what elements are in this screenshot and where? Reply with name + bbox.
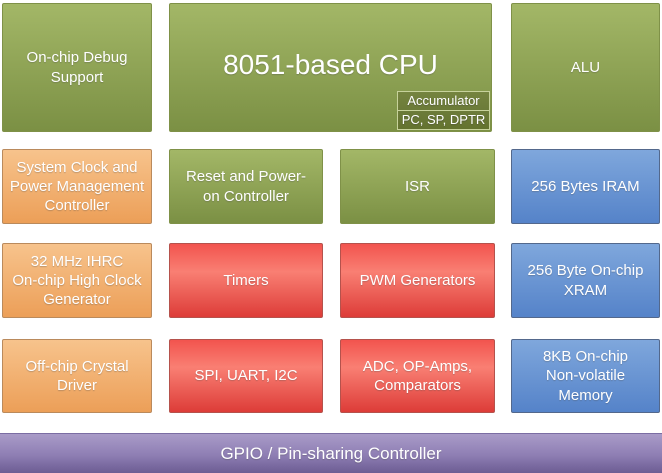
block-label: PWM Generators xyxy=(359,271,476,289)
block-reset-power-on-controller: Reset and Power- on Controller xyxy=(169,149,323,224)
block-system-clock-power-management: System Clock and Power Management Contro… xyxy=(2,149,152,224)
block-adc-opamps-comparators: ADC, OP-Amps, Comparators xyxy=(340,339,495,413)
block-label: System Clock and Power Management Contro… xyxy=(9,158,145,215)
block-pwm-generators: PWM Generators xyxy=(340,243,495,318)
block-isr: ISR xyxy=(340,149,495,224)
block-alu: ALU xyxy=(511,3,660,132)
accumulator-label: Accumulator xyxy=(398,92,489,110)
block-label: ALU xyxy=(570,58,601,76)
block-8051-cpu: 8051-based CPU Accumulator PC, SP, DPTR xyxy=(169,3,492,132)
block-spi-uart-i2c: SPI, UART, I2C xyxy=(169,339,323,413)
block-label: 32 MHz IHRC On-chip High Clock Generator xyxy=(12,252,142,309)
block-label: 256 Bytes IRAM xyxy=(531,177,640,195)
block-label: 8051-based CPU xyxy=(223,48,438,80)
block-label: 8KB On-chip Non-volatile Memory xyxy=(542,348,629,404)
block-ihrc-clock-generator: 32 MHz IHRC On-chip High Clock Generator xyxy=(2,243,152,318)
block-label: Off-chip Crystal Driver xyxy=(25,357,129,394)
block-off-chip-crystal-driver: Off-chip Crystal Driver xyxy=(2,339,152,413)
block-label: Reset and Power- on Controller xyxy=(185,168,307,205)
block-accumulator-registers: Accumulator PC, SP, DPTR xyxy=(397,91,490,130)
block-iram: 256 Bytes IRAM xyxy=(511,149,660,224)
block-label: SPI, UART, I2C xyxy=(194,367,298,385)
block-gpio-pin-sharing-controller: GPIO / Pin-sharing Controller xyxy=(0,433,662,473)
block-xram: 256 Byte On-chip XRAM xyxy=(511,243,660,318)
block-label: GPIO / Pin-sharing Controller xyxy=(220,443,442,463)
block-label: ADC, OP-Amps, Comparators xyxy=(362,357,473,394)
block-nonvolatile-memory: 8KB On-chip Non-volatile Memory xyxy=(511,339,660,413)
block-label: Timers xyxy=(223,271,269,289)
block-timers: Timers xyxy=(169,243,323,318)
block-label: ISR xyxy=(404,177,430,195)
block-label: On-chip Debug Support xyxy=(26,49,128,86)
block-on-chip-debug-support: On-chip Debug Support xyxy=(2,3,152,132)
block-label: 256 Byte On-chip XRAM xyxy=(527,262,644,299)
registers-label: PC, SP, DPTR xyxy=(398,111,489,129)
